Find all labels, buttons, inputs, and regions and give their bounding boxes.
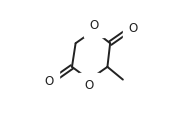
Text: O: O — [85, 79, 94, 92]
Text: O: O — [89, 19, 98, 32]
Text: O: O — [128, 22, 137, 35]
Text: O: O — [45, 75, 54, 88]
